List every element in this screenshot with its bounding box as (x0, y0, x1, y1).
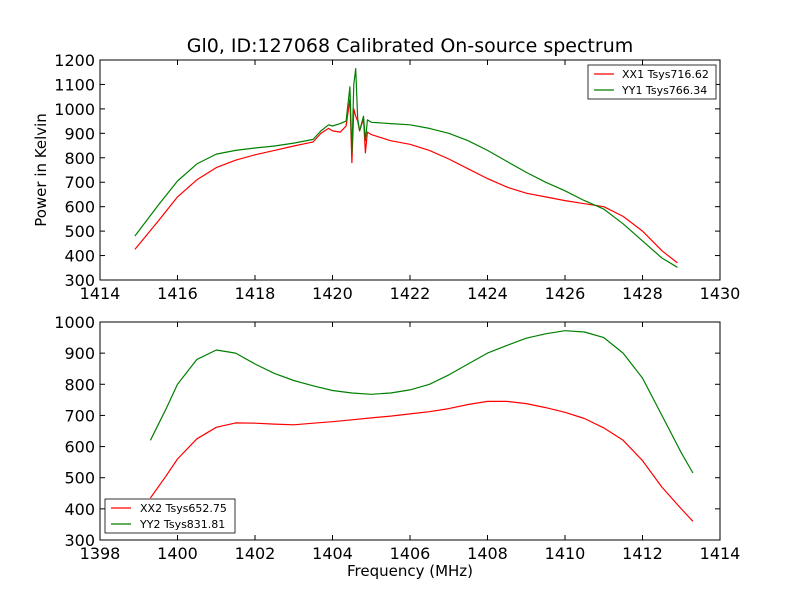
top-x-tick-label: 1418 (235, 284, 276, 303)
bottom-x-tick-label: 1400 (157, 544, 198, 563)
bottom-y-tick-label: 700 (64, 406, 95, 425)
top-plot-area: 1414 1416 1418 1420 1422 1424 1426 1428 1430 300 4… (54, 51, 740, 303)
bottom-series-line-xx (149, 400, 694, 522)
top-y-tick-label: 500 (64, 222, 95, 241)
bottom-y-tick-label: 800 (64, 375, 95, 394)
bottom-x-tick-label: 1408 (467, 544, 508, 563)
top-y-tick-label: 900 (64, 124, 95, 143)
top-x-tick-label: 1422 (390, 284, 431, 303)
top-y-tick-label: 1200 (54, 51, 95, 70)
top-x-tick-label: 1414 (80, 284, 121, 303)
bottom-x-tick-label: 1398 (80, 544, 121, 563)
bottom-x-tick-label: 1412 (622, 544, 663, 563)
bottom-y-tick-label: 300 (64, 531, 95, 550)
bottom-x-tick-label: 1410 (545, 544, 586, 563)
bottom-series-line-yy (149, 330, 694, 474)
bottom-y-tick-label: 900 (64, 344, 95, 363)
top-x-tick-label: 1428 (622, 284, 663, 303)
top-series-line-yy (134, 67, 678, 268)
top-y-tick-label: 1000 (54, 100, 95, 119)
bottom-legend: XX2 Tsys652.75 YY2 Tsys831.81 (104, 498, 236, 534)
bottom-y-tick-label: 400 (64, 500, 95, 519)
bottom-y-tick-label: 500 (64, 469, 95, 488)
bottom-x-tick-label: 1404 (312, 544, 353, 563)
top-y-tick-label: 700 (64, 173, 95, 192)
top-legend-label-yy1: YY1 Tsys766.34 (621, 84, 707, 97)
top-x-tick-label: 1416 (157, 284, 198, 303)
top-legend-label-xx1: XX1 Tsys716.62 (622, 68, 709, 81)
top-y-tick-label: 400 (64, 247, 95, 266)
top-y-tick-label: 300 (64, 271, 95, 290)
bottom-panel: Frequency (MHz) 1398 1400 1402 1404 1406 1408… (54, 313, 740, 580)
top-legend-box (587, 64, 717, 100)
bottom-y-tick-label: 1000 (54, 313, 95, 332)
top-y-tick-label: 600 (64, 198, 95, 217)
bottom-legend-label-xx2: XX2 Tsys652.75 (140, 502, 227, 515)
chart-title: Gl0, ID:127068 Calibrated On-source spec… (187, 35, 634, 57)
bottom-legend-label-yy2: YY2 Tsys831.81 (139, 518, 225, 531)
top-panel: Gl0, ID:127068 Calibrated On-source spec… (32, 35, 740, 303)
bottom-x-tick-label: 1402 (235, 544, 276, 563)
top-y-tick-label: 800 (64, 149, 95, 168)
top-x-tick-label: 1424 (467, 284, 508, 303)
top-y-axis-label: Power in Kelvin (32, 113, 50, 227)
bottom-y-tick-label: 600 (64, 438, 95, 457)
top-x-tick-label: 1430 (700, 284, 741, 303)
bottom-x-axis-label: Frequency (MHz) (347, 562, 473, 580)
top-legend: XX1 Tsys716.62 YY1 Tsys766.34 (587, 64, 717, 100)
top-y-tick-label: 1100 (54, 75, 95, 94)
top-x-tick-label: 1426 (545, 284, 586, 303)
bottom-plot-area: 1398 1400 1402 1404 1406 1408 1410 1412 1414 300 4… (54, 313, 740, 563)
bottom-legend-box (104, 498, 236, 534)
bottom-x-tick-label: 1414 (700, 544, 741, 563)
bottom-x-tick-label: 1406 (390, 544, 431, 563)
top-x-tick-label: 1420 (312, 284, 353, 303)
